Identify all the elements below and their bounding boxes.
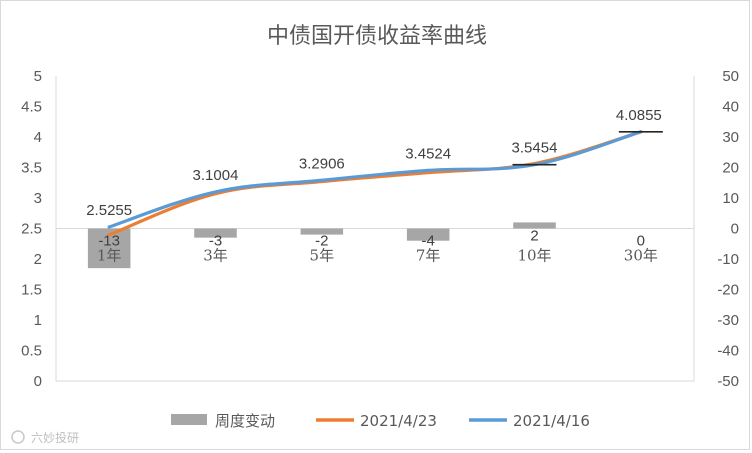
- chart-title: 中债国开债收益率曲线: [267, 24, 487, 49]
- x-tick-label: 3年: [203, 247, 228, 265]
- y-right-tick-label: -40: [717, 343, 739, 360]
- y-left-tick-label: 2: [34, 251, 42, 268]
- y-left-tick-label: 2.5: [21, 221, 42, 238]
- y-right-tick-label: 20: [722, 160, 739, 177]
- y-left-tick-label: 5: [34, 68, 42, 85]
- y-right-tick-label: 0: [731, 221, 739, 238]
- x-tick-label: 30年: [624, 247, 658, 265]
- line-data-label: 3.5454: [512, 140, 558, 157]
- y-left-tick-label: 4.5: [21, 99, 42, 116]
- y-right-tick-label: -10: [717, 251, 739, 268]
- y-left-tick-label: 3: [34, 190, 42, 207]
- watermark: 六妙投研: [11, 430, 79, 445]
- legend-label: 2021/4/16: [513, 412, 590, 430]
- x-tick-label: 7年: [416, 247, 441, 265]
- legend-label: 周度变动: [215, 412, 275, 430]
- bar-weekly-change: [300, 228, 344, 235]
- bar-data-label: -13: [98, 233, 120, 250]
- bar-data-label: -2: [315, 233, 328, 250]
- y-right-tick-label: 10: [722, 190, 739, 207]
- y-right-tick-label: 30: [722, 129, 739, 146]
- line-data-label: 3.4524: [405, 145, 451, 162]
- bar-data-label: 0: [637, 233, 645, 250]
- bar-weekly-change: [406, 228, 450, 241]
- y-right-tick-label: -20: [717, 282, 739, 299]
- plot-area: 00.511.522.533.544.55-50-40-30-20-100102…: [21, 68, 739, 390]
- y-left-tick-label: 0: [34, 373, 42, 390]
- y-left-tick-label: 0.5: [21, 343, 42, 360]
- x-tick-label: 5年: [310, 247, 335, 265]
- bar-weekly-change: [194, 228, 237, 238]
- line-data-label: 2.5255: [86, 202, 132, 219]
- bar-weekly-change: [513, 222, 556, 229]
- line-data-label: 3.2906: [299, 155, 345, 172]
- line-data-label: 4.0855: [616, 107, 662, 124]
- y-left-tick-label: 3.5: [21, 160, 42, 177]
- x-tick-label: 1年: [97, 247, 122, 265]
- y-right-tick-label: 50: [722, 68, 739, 85]
- y-right-tick-label: 40: [722, 99, 739, 116]
- bar-data-label: -4: [421, 233, 434, 250]
- legend-swatch-bar: [171, 414, 207, 425]
- line-2021-4-16: [107, 130, 643, 229]
- legend: 周度变动 2021/4/23 2021/4/16: [171, 412, 590, 430]
- x-tick-label: 10年: [517, 247, 551, 265]
- line-2021-4-23: [107, 130, 643, 237]
- y-right-tick-label: -30: [717, 312, 739, 329]
- bar-data-label: 2: [530, 227, 538, 244]
- watermark-text: 六妙投研: [31, 430, 79, 445]
- legend-label: 2021/4/23: [360, 412, 437, 430]
- bar-data-label: -3: [209, 233, 222, 250]
- y-left-tick-label: 1: [34, 312, 42, 329]
- watermark-logo-icon: [11, 430, 25, 444]
- y-left-tick-label: 4: [34, 129, 42, 146]
- y-right-tick-label: -50: [717, 373, 739, 390]
- line-data-label: 3.1004: [193, 167, 239, 184]
- y-left-tick-label: 1.5: [21, 282, 42, 299]
